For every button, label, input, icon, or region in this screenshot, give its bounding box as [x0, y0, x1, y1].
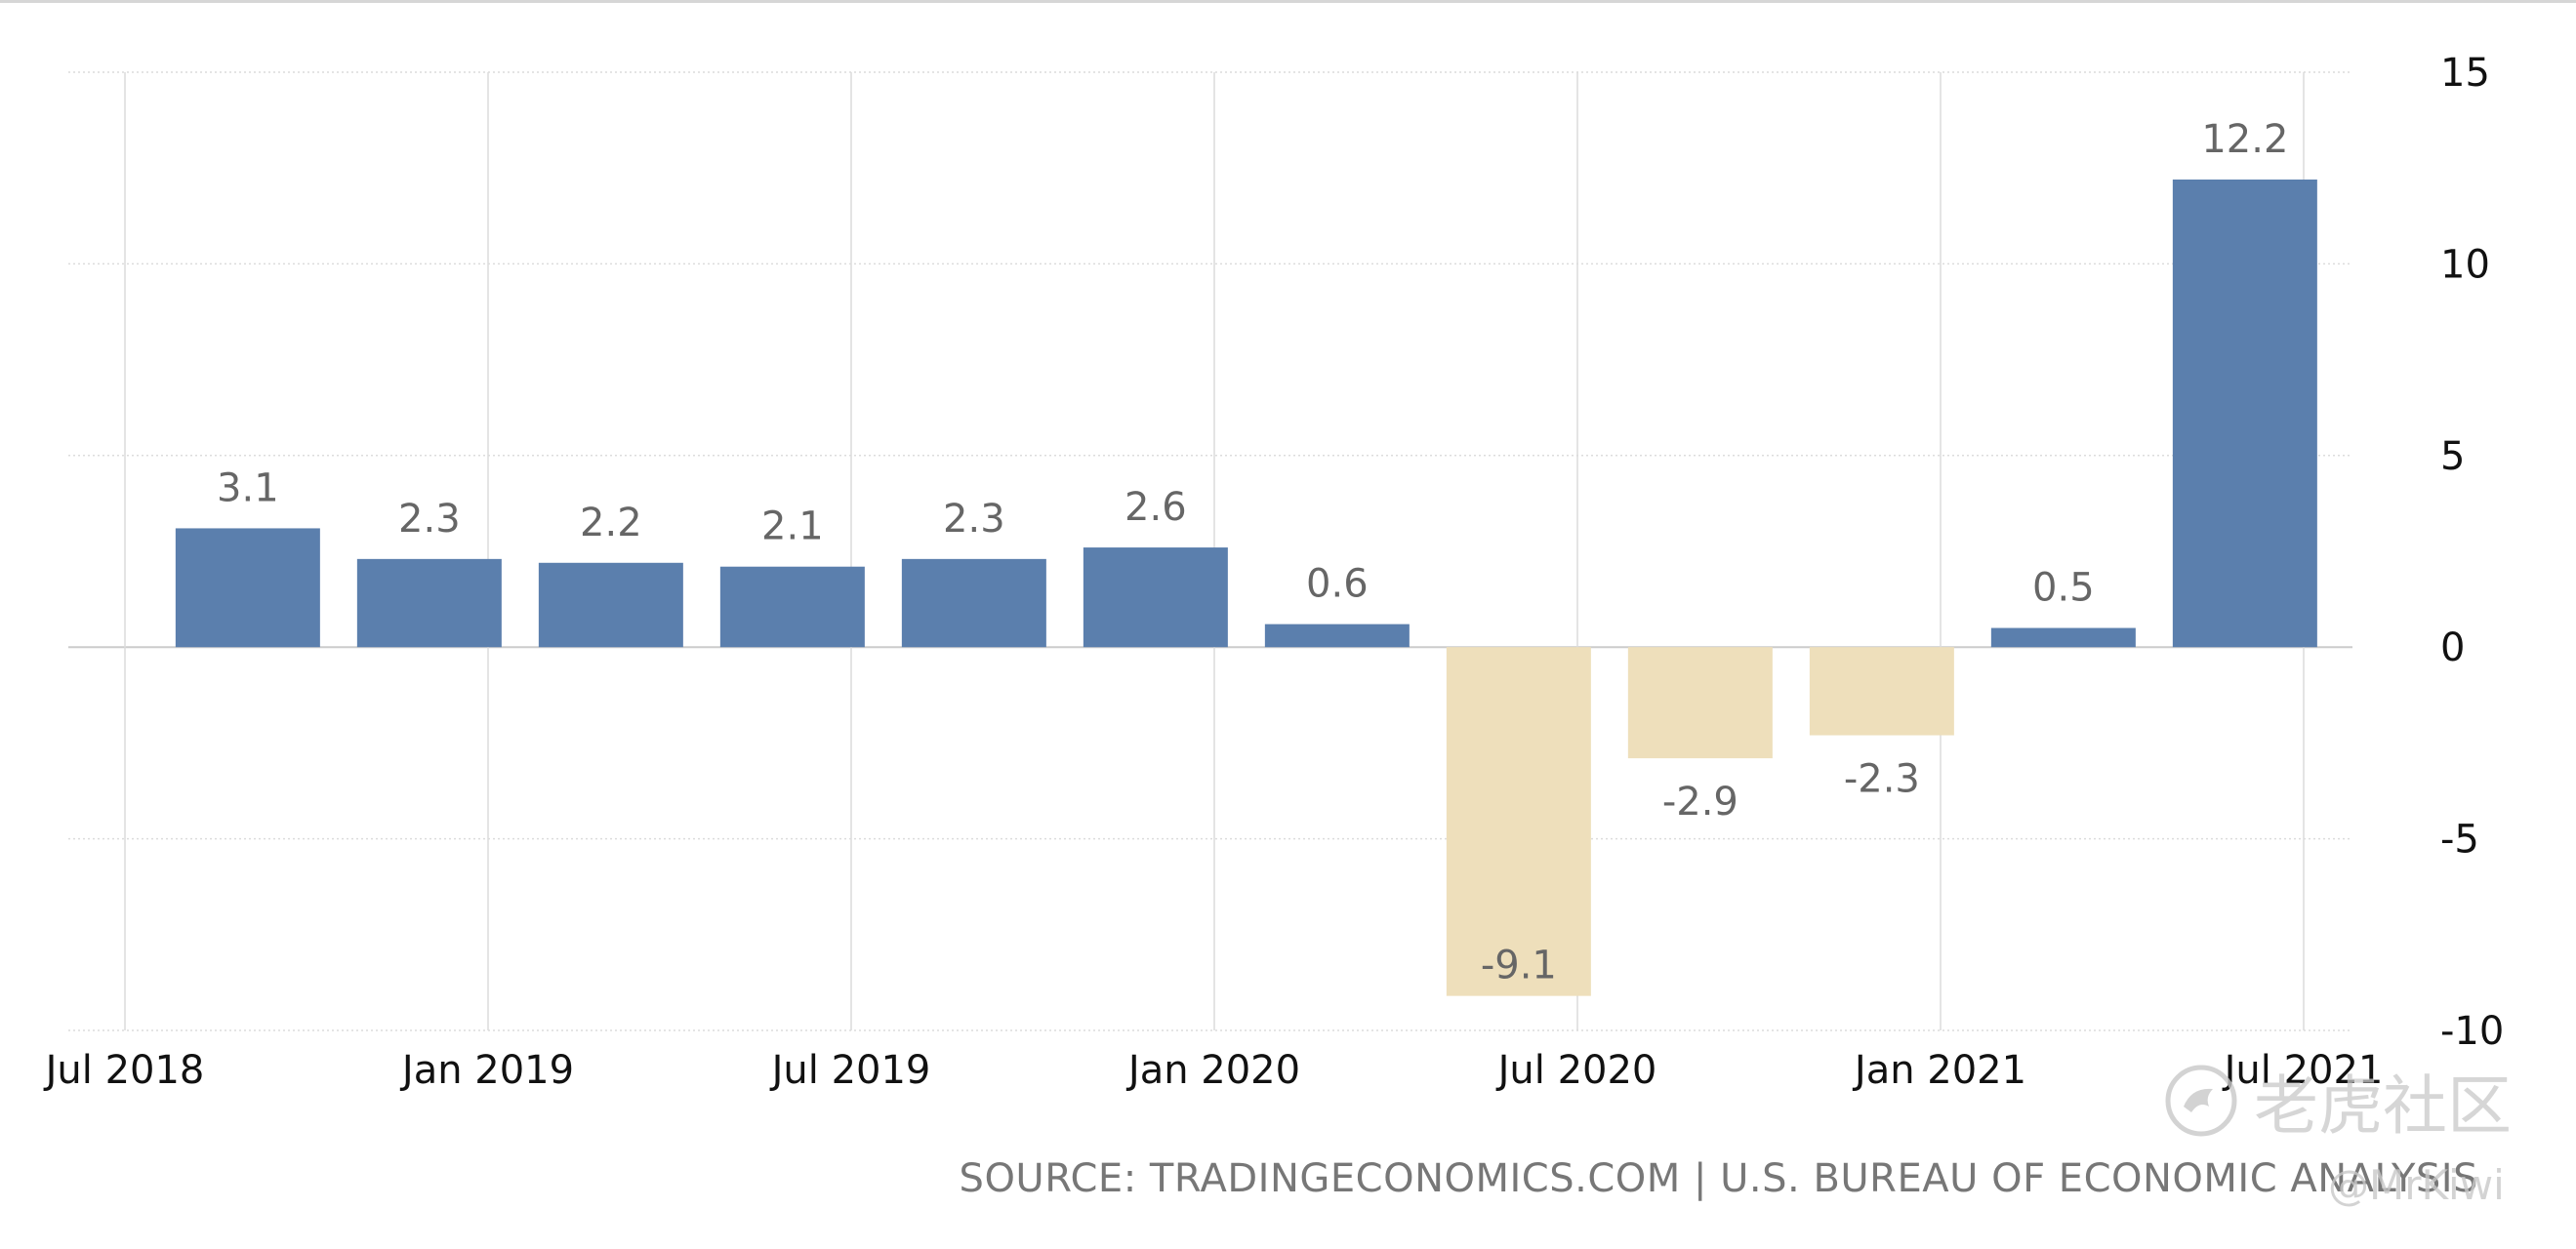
x-tick-label: Jul 2020 [1495, 1048, 1657, 1093]
bar-value-label: 2.2 [580, 501, 642, 545]
bar [1809, 647, 1954, 736]
y-axis-ticks: 15 10 5 0 -5 -10 [2440, 51, 2504, 1054]
x-axis-ticks: Jul 2018 Jan 2019 Jul 2019 Jan 2020 Jul 2020… [43, 1048, 2384, 1093]
bar [1627, 647, 1773, 759]
bar [175, 528, 320, 648]
bars [175, 179, 2317, 996]
tiger-logo-icon [2165, 1065, 2237, 1137]
x-tick-label: Jul 2019 [769, 1048, 931, 1093]
bar-value-label: -2.3 [1844, 757, 1920, 802]
x-tick-label: Jul 2018 [43, 1048, 205, 1093]
watermark-user: @MrKiwi [2328, 1161, 2505, 1209]
bar-value-label: 0.5 [2032, 566, 2095, 611]
bar [901, 558, 1046, 648]
bar-value-label: 12.2 [2201, 117, 2288, 162]
y-tick-label: 0 [2440, 625, 2465, 670]
x-tick-label: Jul 2021 [2222, 1048, 2384, 1093]
x-tick-label: Jan 2020 [1125, 1048, 1300, 1093]
bar [538, 562, 683, 648]
bar-value-label: 2.6 [1124, 485, 1187, 530]
bar-value-label: -9.1 [1481, 944, 1557, 988]
data-labels: 3.1 2.3 2.2 2.1 2.3 2.6 0.6 -9.1 -2.9 -2.3 0.5 12.2 [217, 117, 2288, 988]
x-tick-label: Jan 2021 [1852, 1048, 2026, 1093]
y-tick-label: -5 [2440, 818, 2479, 863]
source-note: SOURCE: TRADINGECONOMICS.COM | U.S. BURE… [959, 1156, 2478, 1201]
bar-value-label: 2.3 [943, 497, 1005, 542]
bar [719, 566, 865, 648]
bar-value-label: 2.3 [398, 497, 461, 542]
x-tick-label: Jan 2019 [399, 1048, 574, 1093]
bar [1264, 624, 1410, 648]
bar-chart: 3.1 2.3 2.2 2.1 2.3 2.6 0.6 -9.1 -2.9 -2.3 0.5 12.2… [43, 51, 2505, 1093]
y-tick-label: 5 [2440, 434, 2465, 479]
bar-value-label: -2.9 [1662, 780, 1738, 825]
bar-value-label: 3.1 [217, 465, 279, 510]
bar [1083, 547, 1228, 648]
y-tick-label: -10 [2440, 1009, 2504, 1054]
watermark-brand: 老虎社区 [2254, 1068, 2512, 1144]
bar [356, 558, 502, 648]
bar [2172, 179, 2317, 648]
bar [1446, 647, 1591, 996]
bar-value-label: 0.6 [1306, 562, 1369, 607]
top-border [0, 0, 2576, 3]
y-tick-label: 15 [2440, 51, 2490, 96]
bar [1990, 627, 2136, 648]
y-tick-label: 10 [2440, 242, 2490, 287]
watermark: 老虎社区 @MrKiwi [2162, 1054, 2512, 1209]
bar-value-label: 2.1 [761, 504, 824, 549]
